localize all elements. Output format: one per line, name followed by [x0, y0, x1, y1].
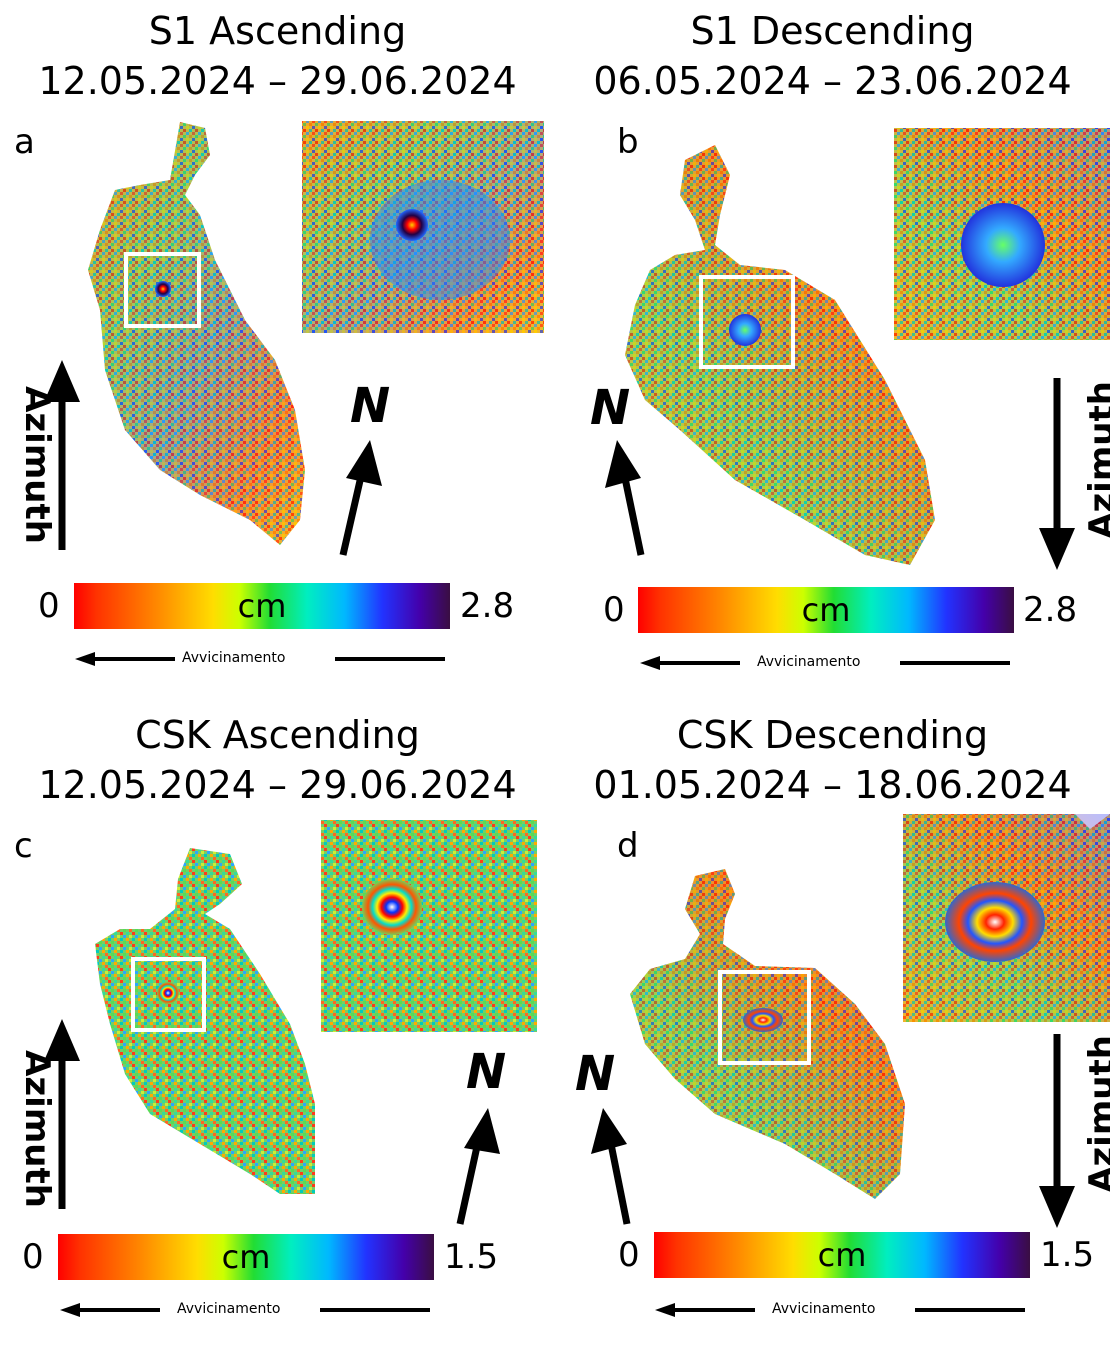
panel-letter: d — [617, 826, 639, 866]
north-label: N — [575, 1046, 616, 1102]
azimuth-arrow — [44, 360, 80, 550]
north-label: N — [466, 1044, 507, 1100]
panel-letter: c — [14, 826, 33, 866]
approach-arrow — [75, 652, 445, 666]
panel-dates: 06.05.2024 – 23.06.2024 — [593, 59, 1072, 103]
colorbar-max: 2.8 — [460, 586, 515, 626]
panel-title: S1 Ascending — [148, 9, 407, 53]
colorbar-min: 0 — [38, 586, 60, 626]
north-label: N — [350, 378, 391, 434]
colorbar-max: 1.5 — [1040, 1235, 1095, 1275]
panel-title: S1 Descending — [690, 9, 975, 53]
colorbar-unit: cm — [801, 591, 851, 629]
zoom-frame — [124, 252, 201, 328]
colorbar-min: 0 — [22, 1237, 44, 1277]
panel-d: CSK Descending 01.05.2024 – 18.06.2024 d… — [555, 704, 1110, 1364]
interferogram-map — [88, 121, 544, 545]
panel-letter: b — [617, 122, 639, 162]
colorbar-max: 2.8 — [1023, 590, 1078, 630]
zoom-inset — [321, 820, 537, 1032]
panel-dates: 01.05.2024 – 18.06.2024 — [593, 763, 1072, 807]
interferogram-map — [625, 128, 1110, 565]
colorbar: cm — [638, 587, 1014, 633]
north-arrow-icon — [456, 1108, 500, 1225]
approach-arrow — [60, 1303, 430, 1317]
approach-label: Avvicinamento — [772, 1301, 876, 1317]
azimuth-arrow — [44, 1019, 80, 1209]
colorbar-min: 0 — [618, 1235, 640, 1275]
north-arrow-icon — [339, 440, 382, 556]
zoom-frame — [699, 275, 795, 369]
north-label: N — [590, 380, 631, 436]
approach-label: Avvicinamento — [177, 1301, 281, 1317]
colorbar-min: 0 — [603, 590, 625, 630]
colorbar-max: 1.5 — [444, 1237, 499, 1277]
colorbar-unit: cm — [237, 587, 287, 625]
panel-dates: 12.05.2024 – 29.06.2024 — [38, 763, 517, 807]
interferogram-map — [95, 820, 537, 1194]
azimuth-arrow — [1039, 1034, 1075, 1228]
panel-dates: 12.05.2024 – 29.06.2024 — [38, 59, 517, 103]
panel-b: S1 Descending 06.05.2024 – 23.06.2024 b … — [555, 0, 1110, 670]
north-arrow-icon — [605, 440, 645, 556]
panel-letter: a — [14, 122, 35, 162]
colorbar: cm — [74, 583, 450, 629]
approach-arrow — [640, 656, 1010, 670]
colorbar-unit: cm — [221, 1238, 271, 1276]
panel-c: CSK Ascending 12.05.2024 – 29.06.2024 c … — [0, 704, 555, 1364]
interferogram-map — [630, 814, 1110, 1199]
azimuth-arrow — [1039, 378, 1075, 570]
colorbar: cm — [654, 1232, 1030, 1278]
panel-a: S1 Ascending 12.05.2024 – 29.06.2024 a A… — [0, 0, 555, 666]
panel-title: CSK Descending — [676, 713, 989, 757]
north-arrow-icon — [591, 1108, 631, 1225]
panel-title: CSK Ascending — [135, 713, 420, 757]
colorbar: cm — [58, 1234, 434, 1280]
colorbar-unit: cm — [817, 1236, 867, 1274]
approach-label: Avvicinamento — [182, 650, 286, 666]
approach-arrow — [655, 1303, 1025, 1317]
zoom-frame — [718, 970, 811, 1065]
zoom-frame — [131, 957, 206, 1032]
approach-label: Avvicinamento — [757, 654, 861, 670]
